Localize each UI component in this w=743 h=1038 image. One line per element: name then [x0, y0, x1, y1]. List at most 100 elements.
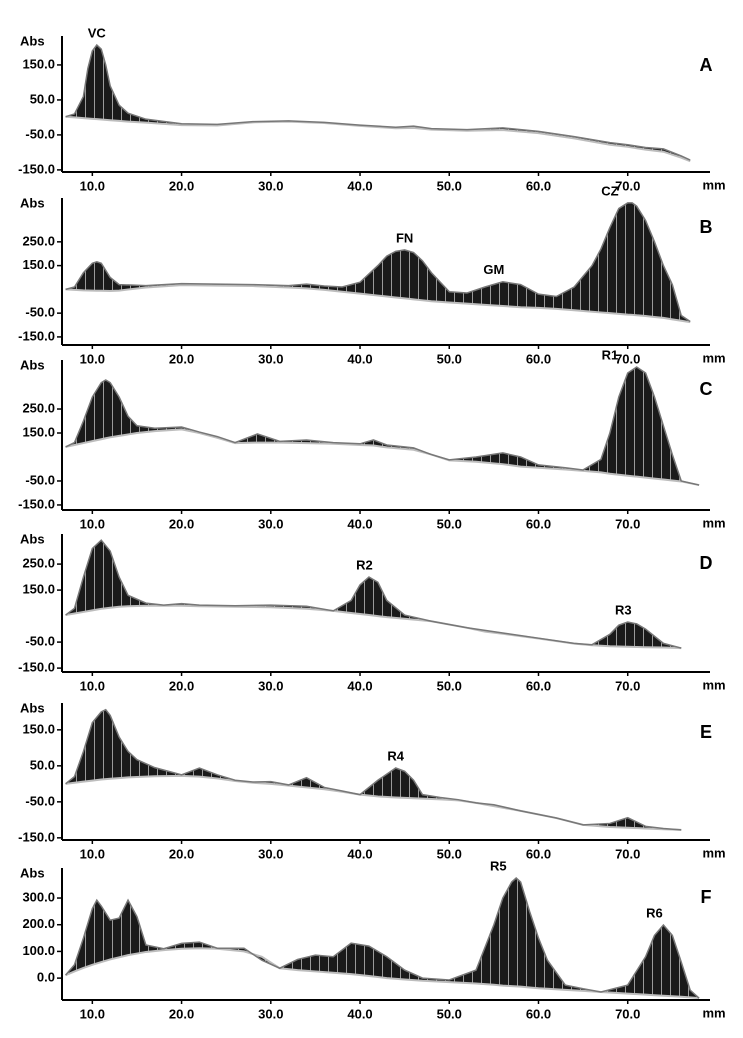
x-tick-label: 70.0 — [615, 1006, 640, 1021]
peak-area — [65, 540, 682, 649]
baseline — [65, 428, 700, 487]
x-tick-label: 50.0 — [437, 516, 462, 531]
y-tick-label: -150.0 — [18, 496, 55, 511]
peak-label: GM — [483, 262, 504, 277]
x-tick-label: 50.0 — [437, 1006, 462, 1021]
peak-label: R1 — [602, 347, 619, 362]
y-tick-label: 200.0 — [22, 916, 55, 931]
x-axis-label: mm — [702, 1005, 725, 1020]
x-tick-label: 70.0 — [615, 351, 640, 366]
peak-label: R6 — [646, 905, 663, 920]
x-tick-label: 30.0 — [258, 678, 283, 693]
peak-label: R3 — [615, 603, 632, 618]
peak-label: VC — [88, 25, 107, 40]
x-tick-label: 60.0 — [526, 351, 551, 366]
y-tick-label: -50.0 — [25, 634, 55, 649]
x-tick-label: 30.0 — [258, 1006, 283, 1021]
x-tick-label: 30.0 — [258, 351, 283, 366]
panel-label: C — [700, 379, 713, 399]
y-axis-label: Abs — [20, 531, 45, 546]
peak-label: R5 — [490, 858, 507, 873]
y-tick-label: 250.0 — [22, 233, 55, 248]
x-tick-label: 20.0 — [169, 1006, 194, 1021]
y-tick-label: 150.0 — [22, 56, 55, 71]
x-axis-label: mm — [702, 350, 725, 365]
x-tick-label: 10.0 — [80, 678, 105, 693]
x-tick-label: 10.0 — [80, 178, 105, 193]
x-tick-label: 50.0 — [437, 351, 462, 366]
y-tick-label: 250.0 — [22, 556, 55, 571]
x-tick-label: 30.0 — [258, 178, 283, 193]
x-tick-label: 40.0 — [347, 846, 372, 861]
x-tick-label: 50.0 — [437, 846, 462, 861]
x-tick-label: 20.0 — [169, 178, 194, 193]
y-tick-label: 100.0 — [22, 943, 55, 958]
y-tick-label: 50.0 — [30, 91, 55, 106]
y-tick-label: -50.0 — [25, 126, 55, 141]
x-tick-label: 60.0 — [526, 1006, 551, 1021]
panel-label: B — [700, 217, 713, 237]
y-axis-label: Abs — [20, 865, 45, 880]
x-tick-label: 10.0 — [80, 351, 105, 366]
peak-area — [65, 878, 700, 999]
y-axis-label: Abs — [20, 195, 45, 210]
x-tick-label: 10.0 — [80, 1006, 105, 1021]
signal-line — [65, 708, 682, 831]
x-tick-label: 70.0 — [615, 846, 640, 861]
signal-line — [65, 539, 682, 649]
y-tick-label: 150.0 — [22, 721, 55, 736]
x-axis-label: mm — [702, 515, 725, 530]
x-tick-label: 20.0 — [169, 351, 194, 366]
x-tick-label: 70.0 — [615, 178, 640, 193]
signal-line — [65, 202, 691, 323]
x-axis-label: mm — [702, 845, 725, 860]
y-tick-label: -50.0 — [25, 793, 55, 808]
y-tick-label: 0.0 — [37, 970, 55, 985]
y-axis-label: Abs — [20, 700, 45, 715]
x-tick-label: 70.0 — [615, 516, 640, 531]
y-tick-label: 150.0 — [22, 257, 55, 272]
x-axis-label: mm — [702, 677, 725, 692]
panel-label: F — [701, 887, 712, 907]
x-tick-label: 10.0 — [80, 846, 105, 861]
peak-label: FN — [396, 230, 413, 245]
x-tick-label: 40.0 — [347, 1006, 372, 1021]
signal-line — [65, 366, 700, 486]
x-axis-label: mm — [702, 177, 725, 192]
peak-label: R4 — [387, 748, 404, 763]
y-axis-label: Abs — [20, 357, 45, 372]
y-tick-label: -150.0 — [18, 660, 55, 675]
y-tick-label: -150.0 — [18, 328, 55, 343]
peak-area — [65, 709, 682, 830]
peak-label: R2 — [356, 558, 373, 573]
y-tick-label: -50.0 — [25, 472, 55, 487]
y-tick-label: -150.0 — [18, 161, 55, 176]
panel-label: E — [700, 722, 712, 742]
peak-area — [65, 367, 700, 486]
signal-line — [64, 877, 700, 999]
x-tick-label: 60.0 — [526, 846, 551, 861]
x-tick-label: 60.0 — [526, 516, 551, 531]
x-tick-label: 30.0 — [258, 516, 283, 531]
x-tick-label: 20.0 — [169, 678, 194, 693]
x-tick-label: 60.0 — [526, 678, 551, 693]
x-tick-label: 20.0 — [169, 846, 194, 861]
y-tick-label: 300.0 — [22, 889, 55, 904]
x-tick-label: 20.0 — [169, 516, 194, 531]
baseline — [65, 947, 700, 1000]
y-tick-label: 50.0 — [30, 757, 55, 772]
baseline — [65, 604, 682, 650]
baseline — [65, 115, 691, 163]
baseline — [65, 284, 691, 324]
y-tick-label: 150.0 — [22, 582, 55, 597]
peak-area — [65, 202, 691, 323]
x-tick-label: 10.0 — [80, 516, 105, 531]
peak-area — [65, 44, 691, 162]
panel-label: A — [700, 55, 713, 75]
y-tick-label: -50.0 — [25, 305, 55, 320]
x-tick-label: 50.0 — [437, 678, 462, 693]
y-tick-label: -150.0 — [18, 829, 55, 844]
x-tick-label: 60.0 — [526, 178, 551, 193]
x-tick-label: 40.0 — [347, 678, 372, 693]
